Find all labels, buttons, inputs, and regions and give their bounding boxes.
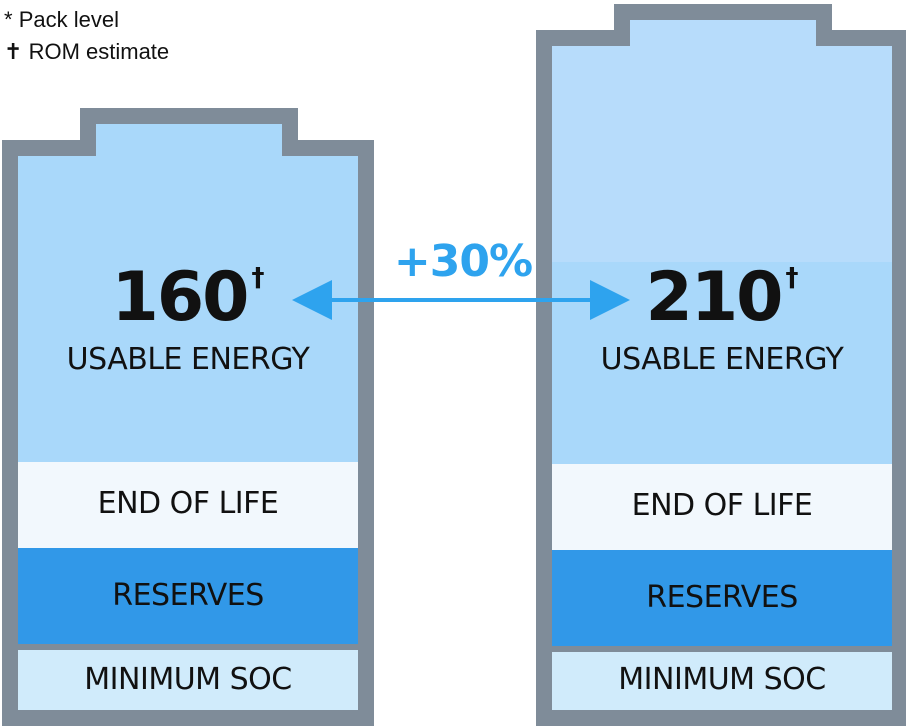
battery-left [2,108,374,726]
battery-right [536,4,906,726]
battery-right-reserves-label: RESERVES [646,580,798,615]
battery-right-end-of-life-fill [552,464,892,550]
battery-left-reserves-label: RESERVES [112,578,264,613]
battery-left-usable-fill [18,124,358,462]
battery-left-value: 160 † [18,258,358,337]
battery-left-value-number: 160 [111,258,250,337]
battery-right-value-number: 210 [645,258,784,337]
battery-left-end-of-life-label: END OF LIFE [97,486,279,521]
battery-left-end-of-life-fill [18,462,358,548]
legend-item-rom-estimate: ✝ ROM estimate [4,36,169,68]
battery-right-minimum-soc-fill [552,652,892,710]
battery-right-reserves-fill [552,550,892,646]
battery-right-value: 210 † [552,258,892,337]
battery-left-minimum-soc-label: MINIMUM SOC [84,662,292,697]
battery-right-minimum-soc-label: MINIMUM SOC [618,662,826,697]
legend-text: Pack level [18,7,119,32]
asterisk-symbol: * [4,7,13,32]
dagger-marker: † [785,263,799,293]
dagger-marker: † [251,263,265,293]
battery-right-usable-label: USABLE ENERGY [600,342,844,377]
battery-left-usable-label: USABLE ENERGY [66,342,310,377]
legend-text: ROM estimate [28,39,170,64]
legend: * Pack level ✝ ROM estimate [4,4,169,68]
legend-item-pack-level: * Pack level [4,4,169,36]
battery-left-minimum-soc-fill [18,650,358,710]
dagger-symbol: ✝ [4,39,23,64]
battery-right-headroom-fill [552,20,892,262]
battery-left-reserves-fill [18,548,358,644]
delta-percent-label: +30% [393,236,533,287]
battery-right-end-of-life-label: END OF LIFE [631,488,813,523]
